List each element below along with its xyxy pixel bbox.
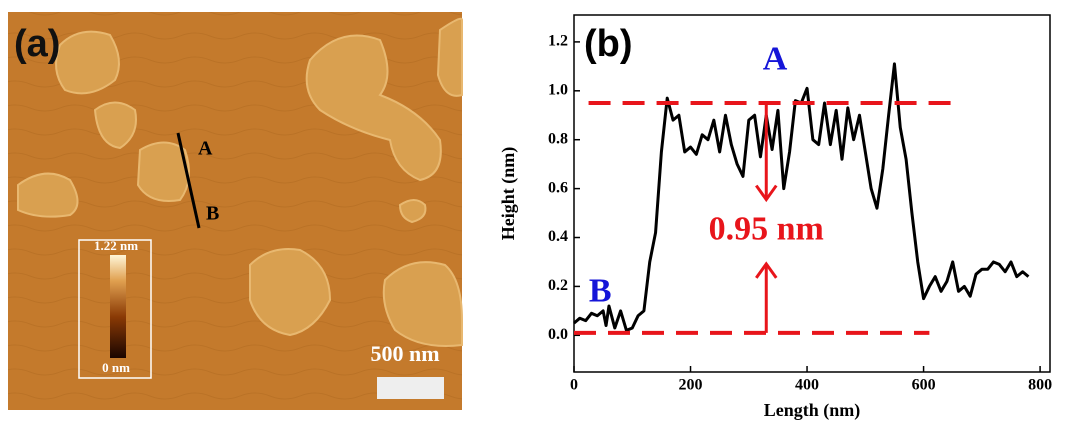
y-axis-label: Height (nm) (498, 147, 519, 241)
y-tick-label: 0.6 (548, 179, 568, 196)
colorbar-label: 1.22 nm (94, 238, 138, 253)
line-label: A (198, 138, 213, 160)
y-tick-label: 0.4 (548, 228, 568, 245)
arrow-head (755, 261, 778, 279)
annotation: 0.95 nm (709, 211, 824, 248)
arrow-head (755, 184, 778, 203)
islands (17, 17, 463, 347)
afm-image: A B (a) 1.22 nm 0 nm 500 nm (8, 12, 463, 410)
x-tick-label: 800 (1028, 377, 1052, 394)
profile-line (176, 132, 201, 229)
colorbar-frame (78, 239, 152, 379)
x-tick-label: 0 (570, 377, 578, 394)
x-tick-label: 200 (679, 377, 703, 394)
plot-frame (573, 14, 1051, 373)
panel-label: (b) (584, 23, 633, 65)
y-tick-label: 0.2 (548, 277, 568, 294)
colorbar (110, 255, 126, 358)
scale-bar-label: 500 nm (370, 341, 439, 366)
y-tick-label: 0.8 (548, 130, 568, 147)
panel-label: (a) (14, 23, 60, 65)
colorbar-label: 0 nm (102, 360, 130, 375)
scale-bar (377, 377, 444, 399)
annotation: A (763, 40, 788, 77)
y-tick-label: 1.0 (548, 81, 568, 98)
y-tick-label: 0.0 (548, 326, 568, 343)
y-tick-label: 1.2 (548, 33, 568, 50)
annotation: B (589, 273, 612, 310)
profile-chart: 0.0 0.2 0.4 0.6 0.8 1.0 1.2 0 200 400 600 800 Length… (498, 14, 1052, 421)
x-tick-label: 400 (795, 377, 819, 394)
line-label: B (206, 203, 219, 225)
x-axis-label: Length (nm) (764, 400, 861, 421)
x-tick-label: 600 (912, 377, 936, 394)
